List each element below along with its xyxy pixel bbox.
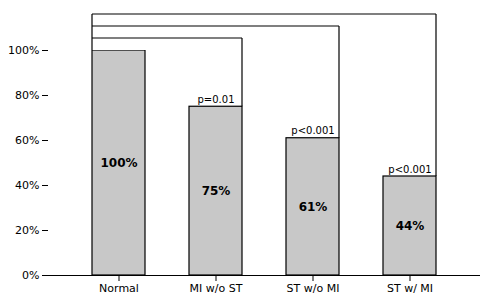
svg-text:Normal: Normal: [99, 282, 139, 295]
svg-text:44%: 44%: [396, 219, 425, 233]
svg-text:100%: 100%: [100, 156, 137, 170]
svg-text:p<0.001: p<0.001: [291, 125, 334, 136]
svg-text:60%: 60%: [15, 134, 39, 147]
svg-text:0%: 0%: [22, 269, 39, 282]
svg-text:ST w/ MI: ST w/ MI: [387, 282, 433, 295]
svg-text:61%: 61%: [299, 200, 328, 214]
svg-text:p=0.01: p=0.01: [198, 94, 235, 105]
svg-text:ST w/o MI: ST w/o MI: [287, 282, 340, 295]
svg-text:MI w/o ST: MI w/o ST: [190, 282, 243, 295]
svg-text:40%: 40%: [15, 179, 39, 192]
svg-text:80%: 80%: [15, 89, 39, 102]
svg-text:20%: 20%: [15, 224, 39, 237]
svg-text:p<0.001: p<0.001: [388, 164, 431, 175]
svg-text:75%: 75%: [202, 184, 231, 198]
svg-text:100%: 100%: [8, 44, 39, 57]
